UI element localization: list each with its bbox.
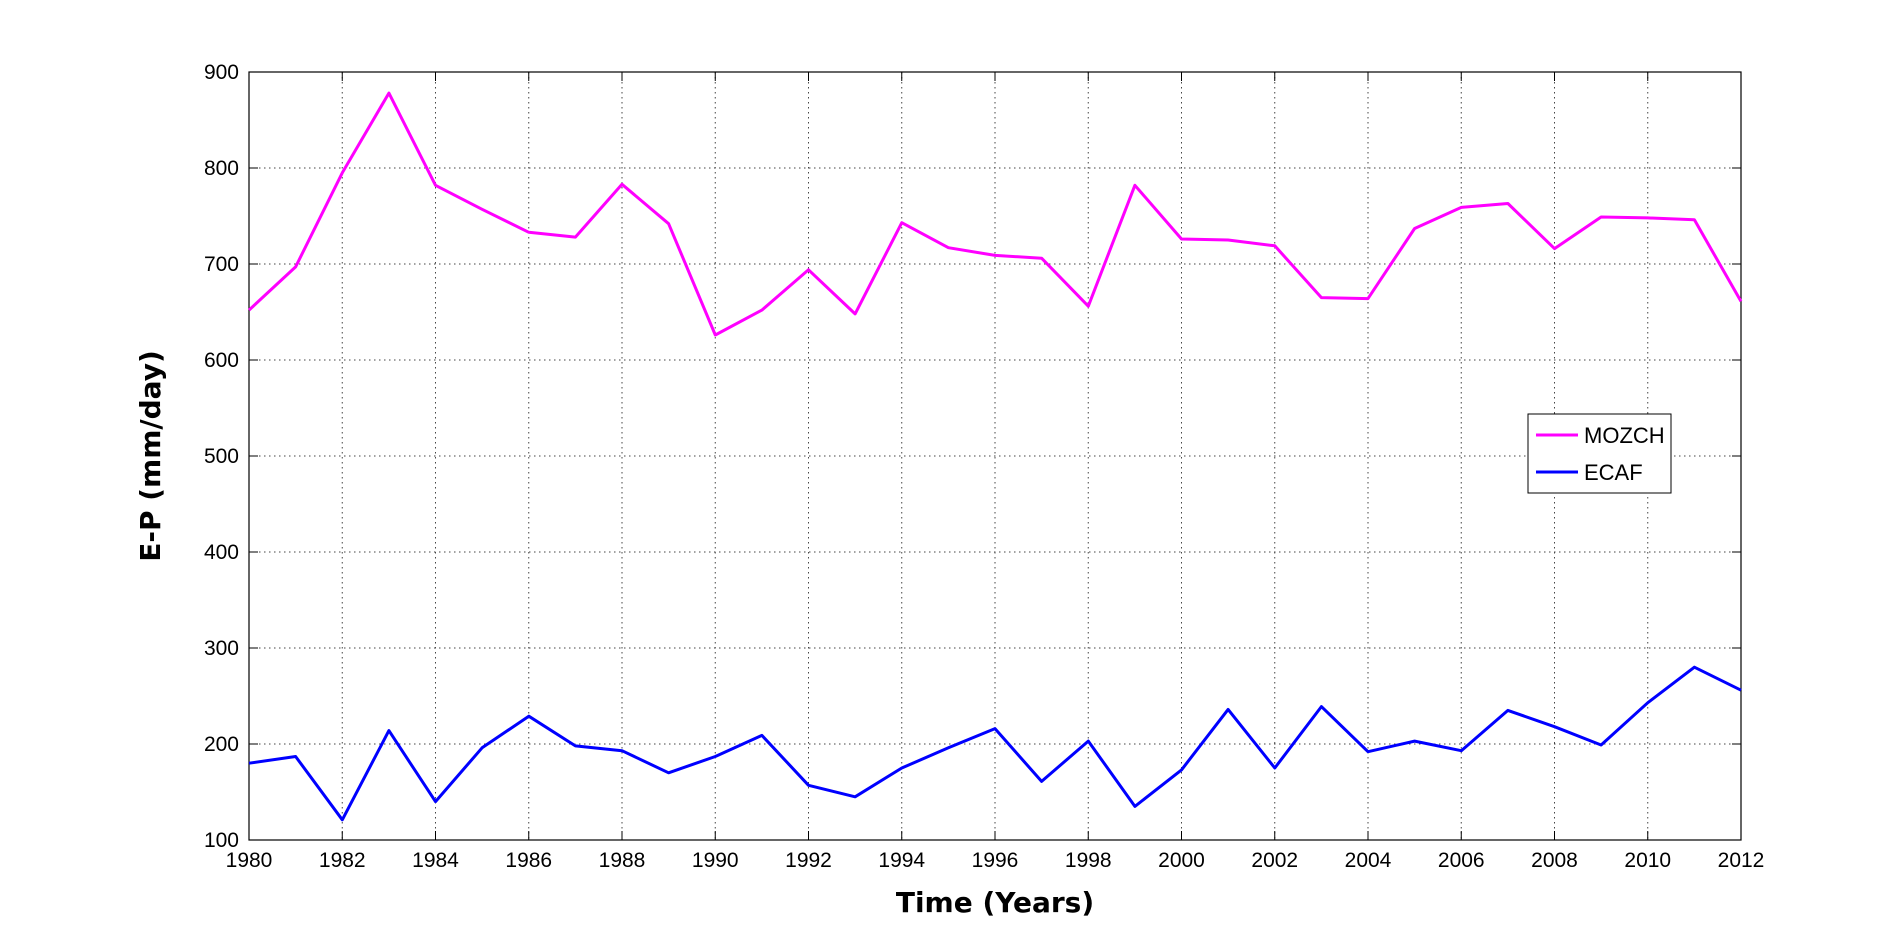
y-tick-label: 900 bbox=[204, 61, 239, 84]
legend-label-ecaf: ECAF bbox=[1584, 460, 1643, 485]
y-tick-label: 800 bbox=[204, 157, 239, 180]
x-tick-label: 1998 bbox=[1065, 849, 1112, 872]
x-tick-label: 2006 bbox=[1438, 849, 1485, 872]
x-tick-label: 1988 bbox=[599, 849, 646, 872]
x-tick-label: 1986 bbox=[505, 849, 552, 872]
series-lines bbox=[247, 91, 1743, 822]
y-tick-label: 500 bbox=[204, 445, 239, 468]
x-tick-label: 1992 bbox=[785, 849, 832, 872]
x-tick-label: 1980 bbox=[226, 849, 273, 872]
x-tick-label: 1984 bbox=[412, 849, 459, 872]
legend-box bbox=[1527, 413, 1672, 494]
axis-ticks: 1980 1982 1984 1986 1988 1990 1992 1994 1996 1998… bbox=[204, 61, 1764, 872]
grid bbox=[249, 72, 1741, 840]
x-axis-title: Time (Years) bbox=[896, 886, 1094, 919]
x-tick-label: 1994 bbox=[878, 849, 925, 872]
legend: MOZCH ECAF bbox=[1527, 413, 1672, 494]
series-line-ecaf bbox=[248, 665, 1742, 822]
y-tick-label: 600 bbox=[204, 349, 239, 372]
legend-label-mozch: MOZCH bbox=[1584, 423, 1665, 448]
y-tick-label: 200 bbox=[204, 733, 239, 756]
x-tick-label: 1990 bbox=[692, 849, 739, 872]
x-tick-label: 2008 bbox=[1531, 849, 1578, 872]
x-tick-label: 2010 bbox=[1624, 849, 1671, 872]
y-tick-label: 300 bbox=[204, 637, 239, 660]
y-axis-title: E-P (mm/day) bbox=[134, 350, 167, 562]
x-tick-label: 2004 bbox=[1345, 849, 1392, 872]
x-tick-label: 1996 bbox=[972, 849, 1019, 872]
y-tick-label: 700 bbox=[204, 253, 239, 276]
x-tick-label: 2012 bbox=[1718, 849, 1765, 872]
y-tick-label: 100 bbox=[204, 829, 239, 852]
x-tick-label: 2000 bbox=[1158, 849, 1205, 872]
series-line-mozch bbox=[247, 91, 1743, 337]
x-tick-label: 2002 bbox=[1251, 849, 1298, 872]
y-tick-label: 400 bbox=[204, 541, 239, 564]
x-tick-label: 1982 bbox=[319, 849, 366, 872]
